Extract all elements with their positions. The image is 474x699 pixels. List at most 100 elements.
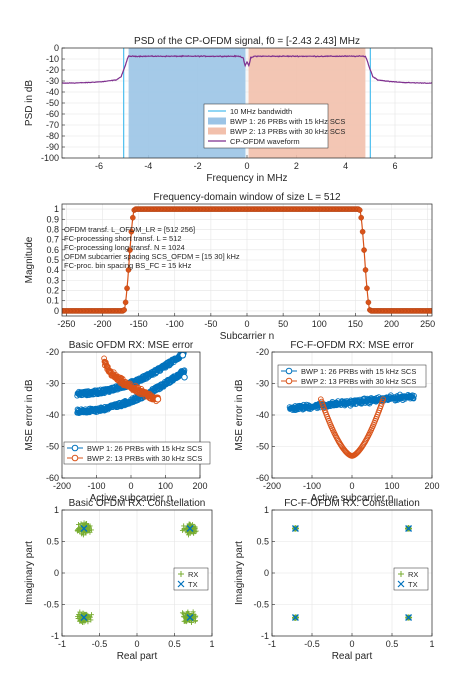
rx-point [78, 618, 84, 624]
y-tick-label: 1 [54, 505, 59, 515]
chart-title: Basic OFDM RX: MSE error [69, 340, 194, 351]
rx-point [186, 521, 192, 527]
bwp2-point [380, 396, 387, 403]
legend-entry: RX [188, 570, 198, 579]
rx-point [192, 526, 198, 532]
y-tick-label: 0.2 [46, 286, 59, 296]
y-tick-label: 0.1 [46, 296, 59, 306]
y-tick-label: 0.3 [46, 275, 59, 285]
window-point [358, 214, 364, 221]
x-tick-label: -250 [57, 319, 75, 329]
legend-swatch-marker [71, 454, 79, 462]
data-layer [62, 206, 432, 314]
x-axis-label: Active subcarrier n [90, 493, 173, 504]
x-tick-label: 4 [343, 161, 348, 171]
window-chart: -250 -200 -150 -100 -50 0 50 100 150 200 25000.10.… [24, 192, 435, 342]
window-point [121, 307, 127, 313]
legend-swatch-marker [71, 444, 79, 452]
endpoint-marker [179, 352, 187, 359]
y-axis-label: Magnitude [24, 236, 35, 283]
y-axis-label: MSE error in dB [24, 379, 35, 450]
y-tick-label: -50 [256, 442, 269, 452]
x-tick-label: -100 [87, 481, 105, 491]
y-tick-label: -90 [46, 142, 59, 152]
chart-title: Basic OFDM RX: Constellation [69, 498, 206, 509]
plot-frame [271, 509, 433, 637]
annotation-line: FC-processing long transf. N = 1024 [64, 243, 185, 252]
psd-chart: -6 -4 -2 0 2 4 6-100-90-80-70-60-50-40-30-20-1… [24, 36, 433, 184]
rx-point [78, 521, 84, 527]
legend-entry: TX [188, 580, 198, 589]
y-axis-label: MSE error in dB [234, 379, 245, 450]
data-layer [74, 520, 199, 626]
rx-point [179, 527, 185, 533]
plot-frame [61, 351, 201, 479]
y-tick-label: -0.5 [43, 600, 59, 610]
x-tick-label: -150 [130, 319, 148, 329]
x-tick-label: -1 [268, 639, 276, 649]
const-fc-chart: -1 -0.5 0 0.5 1 -1 -0.5 0 0.5 1 FC-F-OFDM RX: Cons… [234, 498, 435, 662]
x-tick-label: -6 [95, 161, 103, 171]
y-axis-label: Imaginary part [234, 541, 245, 605]
bwp2-point [103, 362, 110, 369]
window-point [127, 247, 133, 253]
rx-point [76, 526, 82, 532]
x-tick-label: 100 [312, 319, 327, 329]
endpoint-marker [181, 373, 188, 381]
y-tick-label: -50 [46, 98, 59, 108]
y-tick-label: -40 [46, 410, 59, 420]
x-axis-label: Frequency in MHz [206, 173, 287, 184]
window-point [128, 228, 135, 235]
tx-point [405, 614, 413, 622]
x-tick-label: -0.5 [304, 639, 320, 649]
tx-point [186, 614, 194, 622]
y-tick-label: 0.7 [46, 235, 59, 245]
y-tick-label: -30 [256, 379, 269, 389]
y-axis-label: Imaginary part [24, 541, 35, 605]
legend-entry: BWP 2: 13 PRBs with 30 kHz SCS [87, 454, 202, 463]
bwp1-point [410, 395, 417, 402]
y-tick-label: -60 [46, 109, 59, 119]
window-point [365, 299, 372, 306]
bwp2-point [118, 375, 125, 381]
rx-point [185, 532, 191, 538]
y-tick-label: -40 [256, 410, 269, 420]
y-tick-label: 0 [54, 306, 59, 316]
legend-swatch-marker [285, 367, 293, 375]
mse-basic-chart: -200 -100 0 100 200 -60 -50 -40 -30 -20 Basic OFDM… [24, 340, 211, 504]
legend-box [63, 441, 211, 465]
plot-frame [61, 47, 433, 159]
x-tick-label: 0 [349, 481, 354, 491]
y-tick-label: -80 [46, 131, 59, 141]
y-tick-label: -20 [256, 347, 269, 357]
ticks: -200 -100 0 100 200 -60 -50 -40 -30 -20 [46, 347, 208, 491]
y-tick-label: 0.9 [46, 214, 59, 224]
x-tick-label: -1 [58, 639, 66, 649]
const-basic-chart: -1 -0.5 0 0.5 1 -1 -0.5 0 0.5 1 Basic OFDM RX: Con… [24, 498, 215, 662]
x-tick-label: 0.5 [168, 639, 181, 649]
rx-point [77, 609, 83, 615]
y-tick-label: 0.5 [256, 537, 269, 547]
legend-entry: CP-OFDM waveform [230, 137, 300, 146]
tx-point [291, 524, 299, 532]
legend-box [277, 364, 427, 388]
tx-point [80, 524, 88, 532]
legend-swatch-tx [397, 580, 405, 588]
annotation: OFDM transf. L_OFDM_LR = [512 256] FC-pro… [64, 225, 240, 270]
x-tick-label: -2 [194, 161, 202, 171]
tx-point [186, 524, 194, 532]
rx-point [86, 527, 92, 533]
data-layer [74, 352, 188, 416]
rx-point [86, 614, 92, 620]
x-tick-label: 200 [192, 481, 207, 491]
y-tick-label: -60 [46, 473, 59, 483]
y-tick-label: 0 [54, 568, 59, 578]
rx-point [81, 619, 87, 625]
y-tick-label: -10 [46, 54, 59, 64]
annotation-line: OFDM transf. L_OFDM_LR = [512 256] [64, 225, 195, 234]
x-tick-label: 200 [384, 319, 399, 329]
x-tick-label: 1 [209, 639, 214, 649]
